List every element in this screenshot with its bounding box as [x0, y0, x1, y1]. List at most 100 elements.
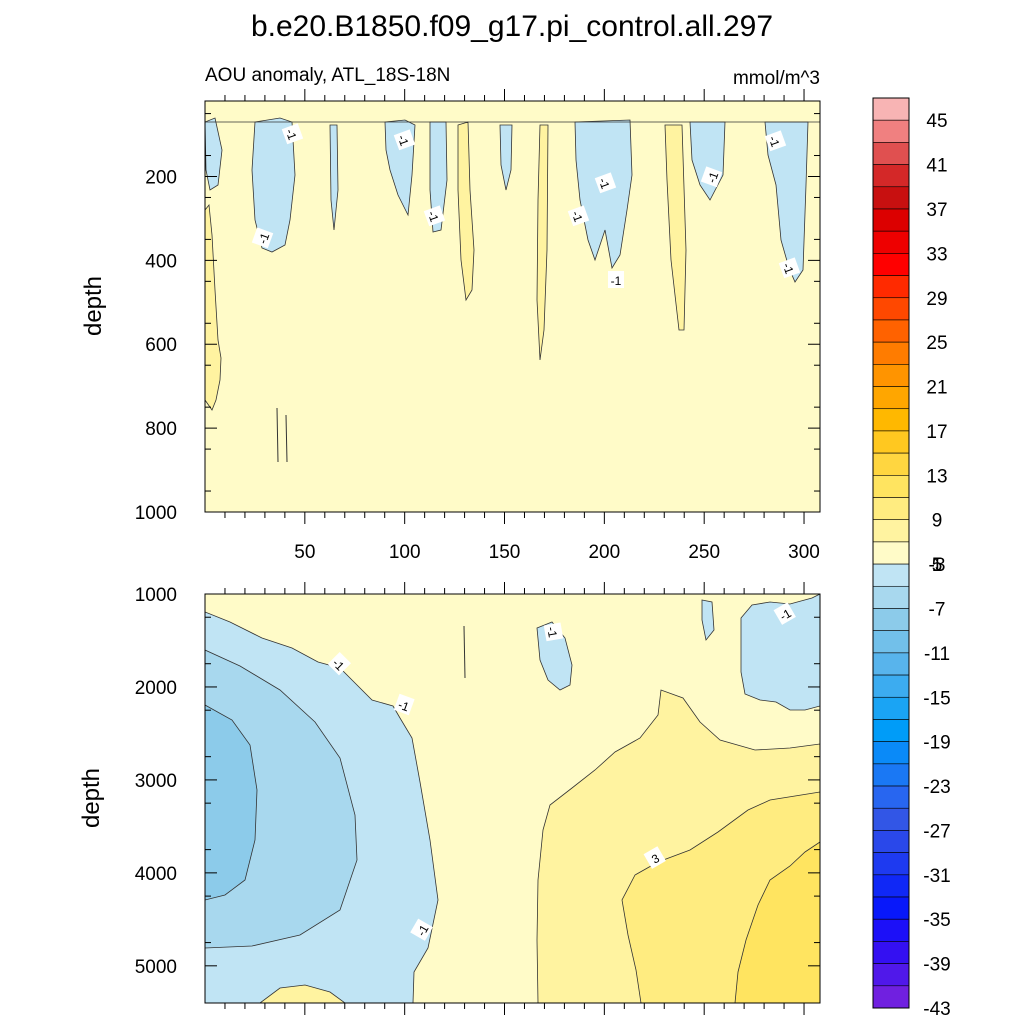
colorbar-label: 37 [926, 200, 947, 221]
contour-label-text: -1 [705, 170, 722, 185]
contour-label-box [543, 622, 564, 642]
contour-label-box [281, 123, 304, 145]
lower-negative-region-east [740, 594, 820, 711]
contour-label-text: -1 [256, 231, 273, 246]
x-tick-label: 150 [489, 542, 521, 563]
contour-label-box [773, 602, 796, 625]
colorbar-label: 41 [926, 156, 947, 177]
lower-negative-patch [701, 599, 715, 641]
y-tick-label: 200 [145, 167, 177, 188]
contour-label: -1 [393, 129, 416, 151]
contour-label-box [608, 271, 624, 288]
colorbar-label: 1 [932, 555, 943, 576]
contour-label-box [410, 918, 433, 941]
contour-label-text: -1 [396, 698, 411, 715]
y-tick-label: 600 [145, 335, 177, 356]
upper-frame [204, 100, 821, 513]
contour-label: -1 [773, 602, 796, 625]
colorbar-swatch [872, 563, 910, 587]
upper-positive-tongue [536, 124, 549, 361]
colorbar-swatch [872, 630, 910, 654]
colorbar-swatch [872, 985, 910, 1009]
colorbar-swatch [872, 119, 910, 143]
colorbar-swatch [872, 275, 910, 299]
contour-label: -1 [594, 172, 617, 194]
colorbar-swatch [872, 341, 910, 365]
colorbar-swatch [872, 430, 910, 454]
colorbar-swatch [872, 386, 910, 410]
colorbar-label: -39 [923, 955, 950, 976]
colorbar-label: -3 [929, 555, 946, 576]
contour-label: -1 [700, 166, 723, 188]
lower-axes: 1000 2000 3000 4000 5000 [135, 582, 820, 1015]
contour-label-text: -1 [569, 209, 586, 224]
upper-contour-labels: -1 -1 -1 -1 -1 -1 -1 -1 -1 -1 [251, 123, 801, 288]
colorbar-label: -35 [923, 910, 950, 931]
colorbar-swatch [872, 452, 910, 476]
colorbar-label: 25 [926, 333, 947, 354]
colorbar-swatch [872, 297, 910, 321]
y-tick-label: 4000 [135, 864, 177, 885]
lower-positive-patch [259, 984, 346, 1003]
colorbar-label: -7 [929, 599, 946, 620]
colorbar-swatch [872, 253, 910, 276]
colorbar-label: 29 [926, 289, 947, 310]
contour-label-text: -1 [283, 127, 300, 142]
upper-positive-tongue [457, 121, 475, 302]
contour-label: -1 [543, 622, 564, 642]
contour-label-box [594, 172, 617, 194]
upper-negative-region [329, 124, 339, 231]
colorbar-swatch [872, 164, 910, 188]
upper-y-axis-label: depth [80, 276, 107, 336]
colorbar-swatch [872, 186, 910, 210]
contour-label: -1 [281, 123, 304, 145]
contour-label-box [423, 205, 446, 227]
colorbar-swatch [872, 142, 910, 165]
contour-label-text: -1 [544, 626, 560, 639]
y-tick-label: 2000 [135, 678, 177, 699]
colorbar-swatch [872, 475, 910, 498]
colorbar-swatch [872, 519, 910, 543]
contour-label: -1 [410, 918, 433, 941]
contour-label-box [393, 129, 416, 151]
chart-subtitle: AOU anomaly, ATL_18S-18N [205, 65, 450, 86]
y-tick-label: 1000 [135, 503, 177, 524]
colorbar-label: 21 [926, 378, 947, 399]
colorbar-swatch [872, 874, 910, 898]
y-tick-label: 5000 [135, 957, 177, 978]
colorbar-swatch [872, 830, 910, 853]
colorbar-swatch [872, 230, 910, 254]
contour-label-text: -1 [425, 209, 442, 224]
contour-label-text: -1 [395, 133, 412, 148]
colorbar-swatch [872, 741, 910, 765]
colorbar-swatch [872, 208, 910, 232]
contour-label-box [251, 227, 274, 249]
upper-axes: 200 400 600 800 1000 50 100 150 200 250 300 [135, 89, 820, 563]
colorbar-label: -11 [924, 644, 950, 665]
colorbar-frame [872, 97, 910, 1009]
contour-label: -1 [393, 693, 415, 716]
lower-negative-core [205, 704, 258, 901]
x-tick-label: 100 [389, 542, 421, 563]
y-tick-label: 3000 [135, 771, 177, 792]
contour-label-text: -1 [780, 261, 797, 276]
colorbar-label: -31 [923, 866, 950, 887]
contour-label-box [778, 257, 801, 279]
contour-label-box [764, 130, 787, 152]
lower-contour-labels: -1 -1 -1 -1 -1 3 [327, 602, 796, 941]
colorbar-swatch [872, 652, 910, 676]
lower-frame [204, 593, 821, 1004]
x-tick-label: 200 [588, 542, 620, 563]
colorbar-swatch [872, 941, 910, 964]
colorbar-label: 17 [926, 422, 947, 443]
contour-label-text: -1 [766, 134, 783, 149]
colorbar-swatch [872, 852, 910, 876]
colorbar-swatch [872, 585, 910, 609]
contour-label: -1 [608, 271, 624, 288]
colorbar-label: -27 [923, 821, 950, 842]
colorbar-label: 9 [932, 511, 943, 532]
contour-label: -1 [251, 227, 274, 249]
colorbar-swatch [872, 408, 910, 432]
